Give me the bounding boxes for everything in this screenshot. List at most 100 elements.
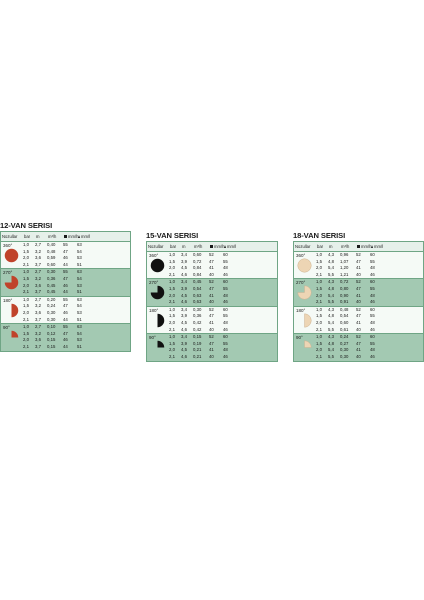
group-rows: 1,0 3,4 0,15 52 60 1,5 3,9 0,19 47 55 2,0 4,5 0,21 41… bbox=[169, 334, 277, 360]
table-row: 1,0 2,7 0,20 55 63 bbox=[23, 297, 130, 304]
cell-bar: 1,0 bbox=[23, 242, 29, 247]
triangle-marker-icon bbox=[78, 235, 80, 238]
table-row: 1,0 4,3 0,72 52 60 bbox=[316, 279, 423, 286]
cell-rate-square: 47 bbox=[356, 285, 361, 291]
cell-flow: 0,27 bbox=[340, 340, 349, 346]
cell-flow: 0,48 bbox=[47, 248, 56, 254]
cell-flow: 0,60 bbox=[47, 261, 56, 267]
nozzle-arc-label: 90° bbox=[296, 335, 303, 341]
cell-flow: 0,24 bbox=[47, 303, 56, 309]
cell-rate-square: 41 bbox=[209, 292, 214, 298]
table-row: 1,0 2,7 0,10 55 63 bbox=[23, 324, 130, 331]
cell-bar: 2,0 bbox=[169, 319, 175, 325]
table-row: 1,5 3,9 0,19 47 55 bbox=[169, 341, 277, 348]
cell-bar: 2,1 bbox=[169, 326, 175, 332]
cell-flow: 0,15 bbox=[193, 334, 202, 340]
nozzle-cell: 360° bbox=[1, 242, 23, 268]
cell-rate-square: 47 bbox=[209, 285, 214, 291]
cell-bar: 1,0 bbox=[169, 334, 175, 340]
header-nozzle: Nozullar bbox=[295, 244, 311, 249]
nozzle-arc-label: 90° bbox=[149, 335, 156, 341]
group-rows: 1,0 2,7 0,10 55 63 1,5 3,2 0,12 47 54 2,0 3,6 0,15 46… bbox=[23, 324, 130, 350]
cell-radius: 5,5 bbox=[328, 326, 334, 332]
cell-bar: 2,1 bbox=[316, 299, 322, 305]
nozzle-cell: 90° bbox=[1, 324, 23, 350]
cell-rate-square: 44 bbox=[63, 261, 68, 267]
cell-radius: 3,7 bbox=[35, 289, 41, 295]
cell-rate-square: 41 bbox=[209, 265, 214, 271]
header-mm-square: mm/h bbox=[357, 242, 371, 251]
cell-flow: 0,72 bbox=[340, 279, 349, 285]
cell-rate-square: 52 bbox=[209, 252, 214, 257]
table-row: 2,1 4,6 0,84 40 46 bbox=[169, 272, 277, 279]
cell-bar: 2,0 bbox=[316, 292, 322, 298]
nozzle-group: 270° 1,0 2,7 0,30 55 63 1,5 3,2 0,36 47 54 2,0 3,6 0,… bbox=[1, 269, 130, 297]
cell-radius: 3,4 bbox=[181, 334, 187, 340]
cell-radius: 4,6 bbox=[181, 299, 187, 305]
panel-title: 12-VAN SERISI bbox=[0, 221, 53, 230]
nozzle-group: 270° 1,0 4,3 0,72 52 60 1,5 4,8 0,80 47 55 2,0 5,4 0,… bbox=[294, 279, 423, 307]
nozzle-cell: 360° bbox=[294, 252, 316, 278]
group-rows: 1,0 4,3 0,72 52 60 1,5 4,8 0,80 47 55 2,0 5,4 0,90 41… bbox=[316, 279, 423, 305]
nozzle-arc-label: 180° bbox=[3, 297, 13, 303]
cell-flow: 0,63 bbox=[193, 292, 202, 298]
cell-rate-triangle: 46 bbox=[370, 271, 375, 277]
cell-rate-square: 47 bbox=[63, 303, 68, 309]
cell-radius: 5,4 bbox=[328, 265, 334, 271]
cell-radius: 2,7 bbox=[35, 242, 41, 247]
cell-bar: 2,0 bbox=[23, 337, 29, 343]
header-nozzle: Nozullar bbox=[2, 234, 18, 239]
nozzle-cell: 180° bbox=[1, 297, 23, 323]
nozzle-group: 180° 1,0 2,7 0,20 55 63 1,5 3,2 0,24 47 54 2,0 3,6 0,… bbox=[1, 296, 130, 325]
cell-radius: 4,5 bbox=[181, 319, 187, 325]
cell-rate-square: 44 bbox=[63, 343, 68, 349]
nozzle-group: 90° 1,0 4,3 0,24 52 60 1,5 4,8 0,27 47 55 2,0 5,4 0,3… bbox=[294, 334, 423, 361]
group-rows: 1,0 3,4 0,30 52 60 1,5 3,9 0,36 47 55 2,0 4,5 0,42 41… bbox=[169, 307, 277, 333]
cell-bar: 2,1 bbox=[316, 271, 322, 277]
cell-rate-square: 55 bbox=[63, 242, 68, 247]
cell-rate-square: 40 bbox=[209, 353, 214, 359]
cell-radius: 5,4 bbox=[328, 292, 334, 298]
cell-bar: 2,1 bbox=[23, 289, 29, 295]
cell-radius: 4,8 bbox=[328, 285, 334, 291]
panel-title: 18-VAN SERISI bbox=[293, 231, 346, 240]
cell-rate-square: 52 bbox=[209, 306, 214, 312]
cell-rate-square: 41 bbox=[356, 292, 361, 298]
cell-rate-triangle: 63 bbox=[77, 242, 82, 247]
cell-radius: 3,6 bbox=[35, 255, 41, 261]
cell-rate-square: 47 bbox=[356, 340, 361, 346]
cell-flow: 0,91 bbox=[340, 299, 349, 305]
cell-flow: 0,21 bbox=[193, 347, 202, 353]
cell-bar: 1,5 bbox=[169, 285, 175, 291]
cell-radius: 4,3 bbox=[328, 279, 334, 285]
cell-bar: 2,1 bbox=[169, 299, 175, 305]
nozzle-cell: 360° bbox=[147, 252, 169, 278]
cell-rate-square: 41 bbox=[356, 265, 361, 271]
cell-radius: 2,7 bbox=[35, 269, 41, 275]
cell-rate-square: 40 bbox=[209, 326, 214, 332]
cell-rate-triangle: 60 bbox=[370, 334, 375, 340]
table-row: 1,0 4,3 0,24 52 60 bbox=[316, 334, 423, 341]
header-m: m bbox=[182, 244, 186, 249]
table-row: 2,0 5,4 1,20 41 48 bbox=[316, 265, 423, 272]
cell-bar: 1,0 bbox=[316, 306, 322, 312]
group-rows: 1,0 4,3 0,48 52 60 1,5 4,8 0,54 47 55 2,0 5,4 0,60 41… bbox=[316, 307, 423, 333]
cell-flow: 0,48 bbox=[340, 306, 349, 312]
cell-bar: 1,0 bbox=[23, 324, 29, 330]
cell-bar: 1,5 bbox=[23, 330, 29, 336]
nozzle-arc-label: 180° bbox=[149, 307, 159, 313]
cell-bar: 2,0 bbox=[316, 347, 322, 353]
cell-flow: 0,12 bbox=[47, 330, 56, 336]
cell-rate-triangle: 46 bbox=[370, 299, 375, 305]
cell-bar: 2,1 bbox=[316, 326, 322, 332]
cell-flow: 0,42 bbox=[193, 319, 202, 325]
cell-flow: 0,30 bbox=[47, 269, 56, 275]
cell-bar: 1,5 bbox=[316, 258, 322, 264]
cell-flow: 0,20 bbox=[47, 296, 56, 302]
table-row: 2,1 3,7 0,30 44 51 bbox=[23, 317, 130, 324]
cell-rate-triangle: 48 bbox=[223, 347, 228, 353]
cell-flow: 1,07 bbox=[340, 258, 349, 264]
table-row: 1,5 3,9 0,72 47 55 bbox=[169, 259, 277, 266]
